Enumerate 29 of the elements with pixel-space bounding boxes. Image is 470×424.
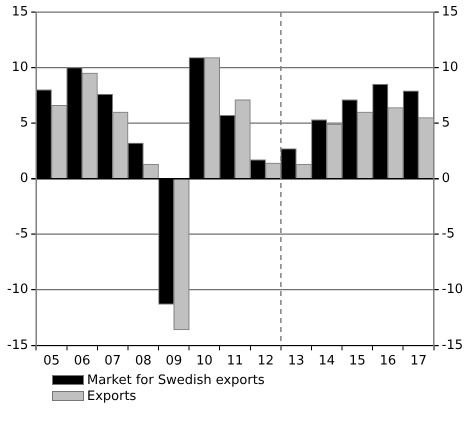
y2-tick-label: 0 [442,171,450,186]
y2-tick-label: 5 [442,116,450,131]
x-tick-label: 14 [318,354,336,369]
x-tick-label: 05 [43,354,60,369]
y-tick-label: 0 [20,171,28,186]
y-tick-label: -15 [7,338,28,353]
y2-tick-label: -15 [442,338,463,353]
x-tick-label: 12 [257,354,274,369]
y2-tick-label: 15 [442,4,458,20]
x-tick-label: 06 [74,354,90,369]
x-tick-label: 07 [104,354,121,369]
x-tick-label: 08 [134,354,152,369]
y-tick-label: 15 [12,4,28,20]
y-tick-label: 10 [12,60,28,75]
legend-label: Market for Swedish exports [87,372,265,388]
x-tick-label: 15 [349,354,366,369]
x-tick-label: 09 [166,354,182,369]
x-tick-label: 10 [196,354,213,369]
y2-tick-label: -10 [442,282,463,298]
x-tick-label: 16 [380,354,396,369]
x-tick-label: 13 [288,354,304,369]
y-tick-label: -5 [15,226,28,242]
x-tick-label: 17 [410,354,427,369]
y2-tick-label: 10 [442,60,458,75]
y2-tick-label: -5 [442,226,455,242]
y-tick-label: 5 [20,116,28,131]
y-tick-label: -10 [7,282,28,298]
x-tick-label: 11 [226,354,244,369]
legend-label: Exports [87,388,136,404]
